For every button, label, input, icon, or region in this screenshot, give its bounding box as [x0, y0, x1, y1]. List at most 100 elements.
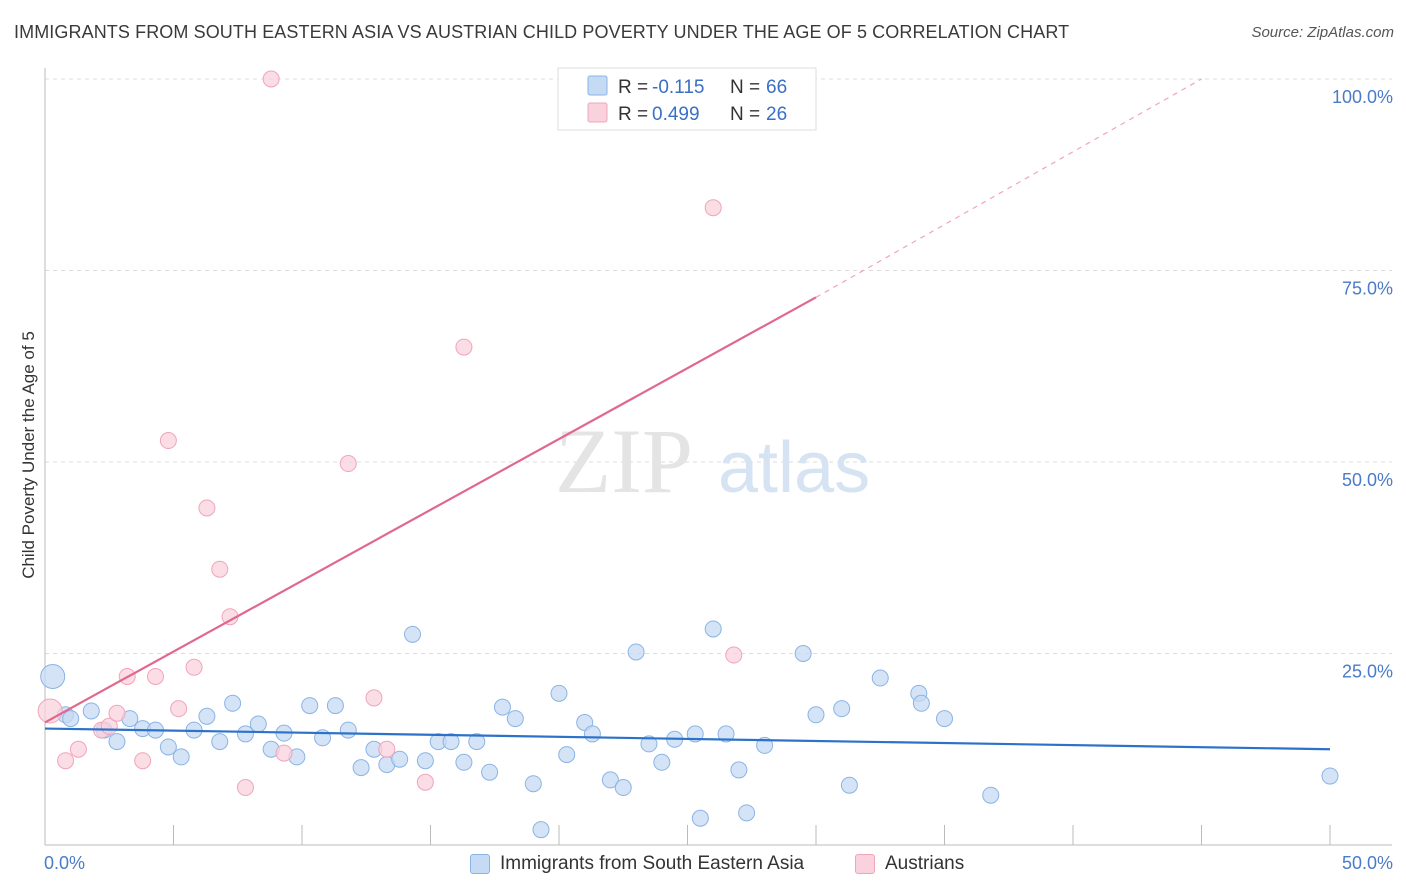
point-immigrants-59: [840, 776, 858, 794]
point-austrians-25: [725, 646, 743, 664]
trend-line-austrians: [44, 296, 817, 724]
stats-swatch-immigrants: [587, 75, 608, 96]
point-immigrants-27: [391, 750, 409, 768]
point-austrians-11: [185, 658, 203, 676]
point-immigrants-39: [550, 684, 568, 702]
point-immigrants-0: [40, 663, 66, 689]
point-austrians-16: [262, 70, 280, 88]
point-immigrants-16: [249, 715, 267, 733]
point-immigrants-40: [558, 746, 576, 764]
legend-item-austrians: Austrians: [855, 848, 964, 880]
y-axis-label: Child Poverty Under the Age of 5: [19, 331, 38, 579]
point-immigrants-33: [468, 733, 486, 751]
point-immigrants-29: [416, 752, 434, 770]
legend-label-immigrants: Immigrants from South Eastern Asia: [500, 853, 805, 874]
point-immigrants-20: [301, 697, 319, 715]
point-immigrants-23: [339, 721, 357, 739]
watermark-zip: ZIP: [555, 410, 693, 512]
point-austrians-7: [134, 752, 152, 770]
point-immigrants-35: [493, 698, 511, 716]
tick-labels: 25.0% 50.0% 75.0% 100.0% 0.0% 50.0%: [44, 87, 1393, 873]
legend-swatch-austrians: [855, 854, 875, 874]
point-immigrants-65: [1321, 767, 1339, 785]
stats-n-label-2: N =: [730, 104, 760, 125]
stats-n-value-2: 26: [766, 104, 787, 125]
trend-lines: [44, 78, 1331, 751]
point-austrians-13: [211, 560, 229, 578]
source-credit: Source: ZipAtlas.com: [1251, 24, 1394, 41]
point-immigrants-32: [455, 753, 473, 771]
point-austrians-1: [57, 752, 75, 770]
point-immigrants-43: [601, 771, 619, 789]
y-tick-label-100: 100.0%: [1332, 87, 1393, 107]
x-tick-label-max: 50.0%: [1342, 853, 1393, 873]
trend-line-immigrants: [44, 727, 1331, 751]
point-immigrants-51: [704, 620, 722, 638]
chart-title: IMMIGRANTS FROM SOUTH EASTERN ASIA VS AU…: [14, 22, 1070, 42]
point-austrians-22: [455, 338, 473, 356]
point-immigrants-24: [352, 759, 370, 777]
point-immigrants-53: [730, 761, 748, 779]
point-immigrants-44: [614, 779, 632, 797]
point-immigrants-12: [198, 707, 216, 725]
point-immigrants-57: [807, 706, 825, 724]
stats-r-value-1: -0.115: [652, 77, 704, 98]
point-austrians-5: [108, 704, 126, 722]
y-tick-label-75: 75.0%: [1342, 279, 1393, 299]
point-immigrants-10: [172, 748, 190, 766]
y-tick-label-25: 25.0%: [1342, 662, 1393, 682]
point-immigrants-5: [108, 733, 126, 751]
point-austrians-21: [416, 773, 434, 791]
point-immigrants-13: [211, 733, 229, 751]
point-immigrants-58: [833, 700, 851, 718]
watermark: ZIP atlas: [555, 410, 870, 512]
point-immigrants-56: [794, 645, 812, 662]
axes: [44, 68, 1392, 846]
point-immigrants-15: [236, 725, 254, 743]
stats-n-value-1: 66: [766, 77, 787, 98]
point-immigrants-60: [871, 669, 889, 687]
stats-legend: R = -0.115 N = 66 R = 0.499 N = 26: [557, 67, 817, 131]
point-austrians-10: [170, 700, 188, 718]
legend-label-austrians: Austrians: [885, 853, 965, 874]
point-immigrants-28: [404, 625, 422, 643]
x-tick-label-min: 0.0%: [44, 853, 85, 873]
point-immigrants-38: [532, 821, 550, 839]
legend-swatch-immigrants: [470, 854, 490, 874]
point-austrians-17: [275, 744, 293, 762]
point-austrians-9: [159, 432, 177, 450]
point-immigrants-31: [442, 733, 460, 751]
point-immigrants-42: [583, 725, 601, 743]
legend-item-immigrants: Immigrants from South Eastern Asia: [470, 848, 804, 880]
point-austrians-12: [198, 499, 216, 517]
grid: [45, 78, 1392, 654]
point-austrians-20: [378, 740, 396, 758]
point-immigrants-64: [982, 786, 1000, 804]
point-immigrants-52: [717, 725, 735, 743]
point-immigrants-63: [936, 710, 953, 728]
point-immigrants-2: [62, 710, 80, 728]
point-austrians-8: [147, 667, 165, 685]
point-immigrants-9: [159, 738, 177, 756]
point-austrians-19: [365, 689, 383, 707]
point-immigrants-22: [326, 697, 344, 715]
stats-r-value-2: 0.499: [652, 104, 700, 125]
point-immigrants-34: [481, 763, 499, 781]
stats-r-label-2: R =: [618, 104, 648, 125]
point-austrians-15: [236, 779, 254, 797]
series-legend: Immigrants from South Eastern Asia Austr…: [0, 848, 1406, 880]
point-austrians-2: [69, 740, 87, 758]
point-immigrants-54: [738, 804, 756, 822]
stats-swatch-austrians: [587, 102, 608, 123]
y-tick-label-50: 50.0%: [1342, 470, 1393, 490]
point-immigrants-62: [912, 694, 930, 712]
stats-n-label-1: N =: [730, 77, 760, 98]
point-immigrants-36: [506, 710, 524, 728]
point-immigrants-46: [640, 735, 658, 753]
trend-extension-austrians: [815, 78, 1202, 298]
point-immigrants-55: [756, 736, 774, 754]
watermark-atlas: atlas: [718, 428, 870, 508]
point-immigrants-37: [524, 775, 542, 793]
point-immigrants-50: [691, 809, 709, 827]
